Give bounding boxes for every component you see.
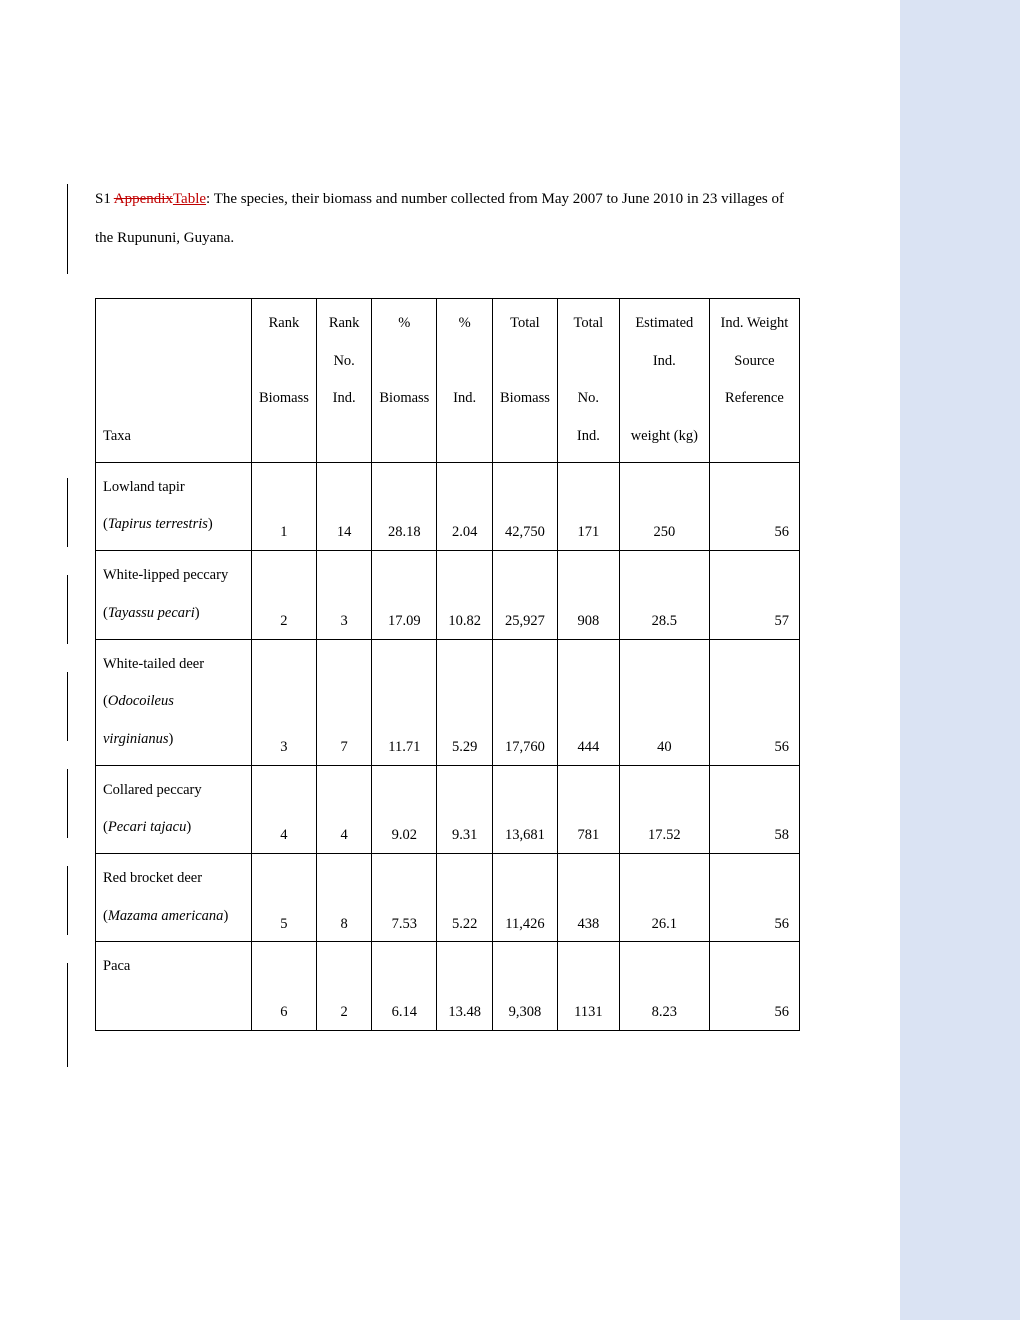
table-caption: S1 AppendixTable: The species, their bio… [95,180,800,258]
table-row: Paca 626.1413.489,30811318.2356 [96,942,800,1030]
cell-rank-biomass: 3 [251,639,316,765]
cell-total-no-ind: 908 [557,551,619,639]
cell-ref: 56 [709,462,799,550]
cell-total-biomass: 11,426 [492,853,557,941]
taxa-scientific-name: (Odocoileus virginianus) [103,683,244,758]
cell-ref: 57 [709,551,799,639]
th-pct-ind: % Ind. [437,299,493,463]
cell-pct-ind: 5.22 [437,853,493,941]
taxa-common-name: White-lipped peccary [103,557,244,595]
cell-est-ind-weight: 40 [619,639,709,765]
table-header-row: Taxa Rank Biomass Rank No. Ind. % Biomas… [96,299,800,463]
cell-pct-ind: 13.48 [437,942,493,1030]
th-rank-no-ind: Rank No. Ind. [316,299,371,463]
page-content: S1 AppendixTable: The species, their bio… [0,0,900,1091]
th-rank-biomass: Rank Biomass [251,299,316,463]
cell-pct-biomass: 28.18 [372,462,437,550]
th-est-ind-weight: Estimated Ind. weight (kg) [619,299,709,463]
cell-pct-biomass: 6.14 [372,942,437,1030]
cell-est-ind-weight: 28.5 [619,551,709,639]
th-taxa: Taxa [96,299,252,463]
cell-pct-ind: 5.29 [437,639,493,765]
cell-ref: 56 [709,639,799,765]
table-body: Lowland tapir(Tapirus terrestris)11428.1… [96,462,800,1030]
taxa-scientific-name: (Tapirus terrestris) [103,506,244,544]
cell-total-biomass: 25,927 [492,551,557,639]
th-src-ref: Ind. Weight Source Reference [709,299,799,463]
cell-total-biomass: 9,308 [492,942,557,1030]
taxa-common-name: White-tailed deer [103,646,244,684]
cell-total-biomass: 42,750 [492,462,557,550]
change-bar [67,866,68,935]
document-page: S1 AppendixTable: The species, their bio… [0,0,900,1320]
cell-ref: 56 [709,942,799,1030]
taxa-common-name: Lowland tapir [103,469,244,507]
cell-rank-no-ind: 4 [316,765,371,853]
taxa-common-name: Red brocket deer [103,860,244,898]
cell-taxa: Lowland tapir(Tapirus terrestris) [96,462,252,550]
cell-ref: 56 [709,853,799,941]
change-bar [67,672,68,741]
cell-est-ind-weight: 250 [619,462,709,550]
cell-total-biomass: 17,760 [492,639,557,765]
taxa-scientific-name: (Pecari tajacu) [103,809,244,847]
taxa-common-name: Collared peccary [103,772,244,810]
th-total-no-ind: Total No. Ind. [557,299,619,463]
table-row: White-tailed deer(Odocoileus virginianus… [96,639,800,765]
cell-est-ind-weight: 17.52 [619,765,709,853]
cell-pct-biomass: 7.53 [372,853,437,941]
cell-pct-biomass: 9.02 [372,765,437,853]
caption-underline: Table [173,191,206,207]
cell-pct-ind: 2.04 [437,462,493,550]
table-row: Collared peccary(Pecari tajacu)449.029.3… [96,765,800,853]
cell-total-no-ind: 171 [557,462,619,550]
taxa-scientific-name: (Tayassu pecari) [103,595,244,633]
table-row: White-lipped peccary(Tayassu pecari)2317… [96,551,800,639]
cell-rank-biomass: 2 [251,551,316,639]
change-bar [67,478,68,547]
th-total-biomass: Total Biomass [492,299,557,463]
cell-rank-biomass: 6 [251,942,316,1030]
th-pct-biomass: % Biomass [372,299,437,463]
caption-prefix: S1 [95,191,114,207]
taxa-common-name: Paca [103,948,244,986]
cell-taxa: Collared peccary(Pecari tajacu) [96,765,252,853]
change-bar [67,575,68,644]
cell-total-no-ind: 1131 [557,942,619,1030]
cell-ref: 58 [709,765,799,853]
cell-taxa: White-lipped peccary(Tayassu pecari) [96,551,252,639]
comment-panel [900,0,1020,1320]
cell-taxa: Red brocket deer(Mazama americana) [96,853,252,941]
species-table: Taxa Rank Biomass Rank No. Ind. % Biomas… [95,298,800,1031]
cell-rank-no-ind: 7 [316,639,371,765]
cell-pct-biomass: 17.09 [372,551,437,639]
cell-rank-biomass: 4 [251,765,316,853]
cell-rank-biomass: 5 [251,853,316,941]
change-bar [67,184,68,274]
cell-taxa: Paca [96,942,252,1030]
cell-rank-no-ind: 14 [316,462,371,550]
cell-est-ind-weight: 8.23 [619,942,709,1030]
cell-pct-biomass: 11.71 [372,639,437,765]
cell-rank-biomass: 1 [251,462,316,550]
change-bar [67,769,68,838]
cell-est-ind-weight: 26.1 [619,853,709,941]
cell-total-biomass: 13,681 [492,765,557,853]
cell-rank-no-ind: 3 [316,551,371,639]
cell-total-no-ind: 438 [557,853,619,941]
cell-rank-no-ind: 8 [316,853,371,941]
table-row: Lowland tapir(Tapirus terrestris)11428.1… [96,462,800,550]
cell-pct-ind: 10.82 [437,551,493,639]
cell-rank-no-ind: 2 [316,942,371,1030]
cell-pct-ind: 9.31 [437,765,493,853]
cell-total-no-ind: 444 [557,639,619,765]
change-bar [67,963,68,1067]
cell-taxa: White-tailed deer(Odocoileus virginianus… [96,639,252,765]
cell-total-no-ind: 781 [557,765,619,853]
taxa-scientific-name: (Mazama americana) [103,898,244,936]
caption-strike: Appendix [114,191,173,207]
table-row: Red brocket deer(Mazama americana)587.53… [96,853,800,941]
